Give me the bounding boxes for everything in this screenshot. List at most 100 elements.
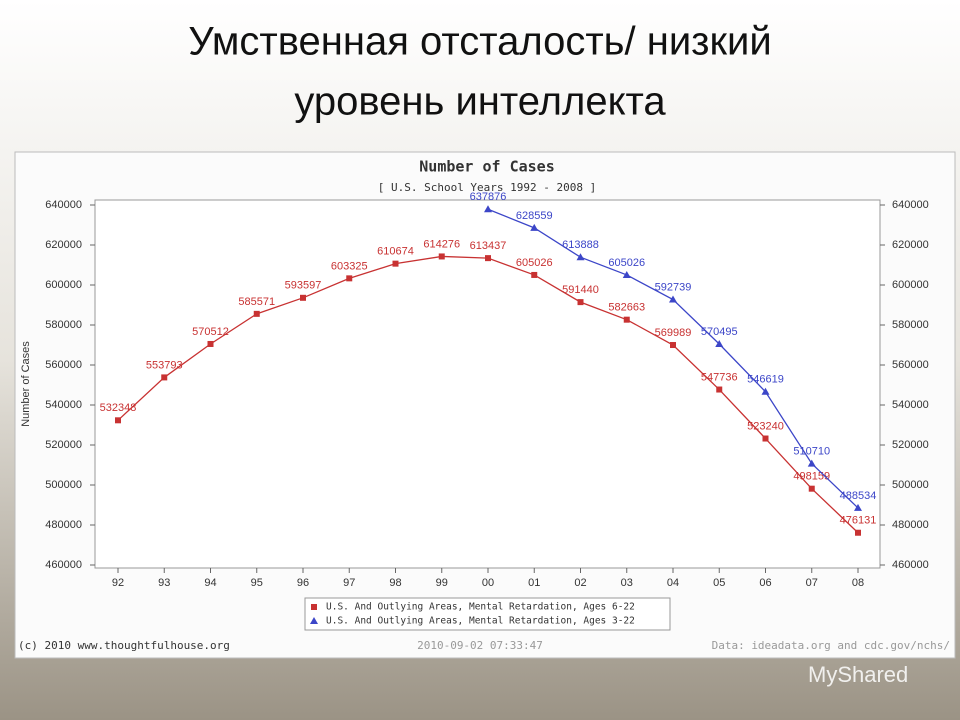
data-label: 593597: [285, 280, 322, 292]
point: [854, 503, 862, 511]
y2-tick-label: 580000: [892, 319, 929, 331]
point: [669, 295, 677, 303]
y-tick-label: 580000: [45, 319, 82, 331]
data-label: 613437: [470, 240, 507, 252]
data-label: 603325: [331, 260, 368, 272]
x-tick-label: 98: [389, 577, 401, 589]
y-tick-label: 560000: [45, 359, 82, 371]
chart-subtitle: [ U.S. School Years 1992 - 2008 ]: [378, 181, 597, 194]
point: [670, 342, 676, 349]
y-axis-label: Number of Cases: [20, 341, 32, 427]
legend-marker: [311, 604, 317, 610]
data-label: 592739: [655, 281, 692, 293]
x-tick-label: 06: [759, 577, 771, 589]
y2-tick-label: 640000: [892, 199, 929, 211]
slide-title: уровень интеллекта: [294, 80, 666, 124]
data-label: 498159: [793, 471, 830, 483]
y-tick-label: 640000: [45, 199, 82, 211]
point: [207, 340, 214, 347]
point: [715, 340, 724, 348]
data-label: 523240: [747, 420, 784, 432]
data-label: 605026: [516, 257, 553, 269]
data-label: 582663: [608, 302, 645, 314]
x-tick-label: 96: [297, 577, 309, 589]
point: [161, 374, 168, 381]
point: [300, 294, 306, 301]
point: [807, 459, 816, 467]
data-label: 610674: [377, 246, 414, 258]
data-label: 628559: [516, 210, 553, 222]
x-tick-label: 08: [852, 577, 864, 589]
y2-tick-label: 620000: [892, 239, 929, 251]
data-label: 570512: [192, 326, 229, 338]
timestamp: 2010-09-02 07:33:47: [417, 639, 543, 652]
x-tick-label: 03: [621, 577, 633, 589]
y2-tick-label: 480000: [892, 519, 929, 531]
point: [530, 223, 539, 231]
point: [485, 255, 491, 262]
x-tick-label: 02: [574, 577, 586, 589]
credit: (c) 2010 www.thoughtfulhouse.org: [18, 639, 230, 652]
point: [762, 435, 769, 442]
plot-area: [94, 199, 881, 569]
point: [484, 205, 492, 213]
point: [855, 529, 861, 536]
point: [438, 253, 445, 260]
watermark: MyShared: [808, 662, 908, 687]
point: [531, 271, 538, 278]
x-tick-label: 99: [436, 577, 448, 589]
slide-title: Умственная отсталость/ низкий: [188, 20, 771, 64]
y2-tick-label: 460000: [892, 559, 929, 571]
point: [115, 417, 121, 424]
legend-label: U.S. And Outlying Areas, Mental Retardat…: [326, 602, 635, 613]
data-label: 591440: [562, 284, 599, 296]
data-label: 488534: [840, 490, 877, 502]
point: [716, 386, 723, 393]
x-tick-label: 05: [713, 577, 725, 589]
chart-title: Number of Cases: [419, 158, 554, 176]
data-label: 547736: [701, 371, 738, 383]
y2-tick-label: 560000: [892, 359, 929, 371]
y-tick-label: 540000: [45, 399, 82, 411]
y2-tick-label: 540000: [892, 399, 929, 411]
x-tick-label: 95: [251, 577, 263, 589]
y2-tick-label: 520000: [892, 439, 929, 451]
data-label: 553793: [146, 359, 183, 371]
x-tick-label: 92: [112, 577, 124, 589]
y-tick-label: 520000: [45, 439, 82, 451]
data-label: 614276: [423, 238, 460, 250]
point: [808, 485, 815, 492]
data-label: 637876: [470, 191, 507, 203]
y2-tick-label: 500000: [892, 479, 929, 491]
data-label: 605026: [608, 257, 645, 269]
x-tick-label: 07: [806, 577, 818, 589]
data-label: 476131: [840, 515, 877, 527]
point: [622, 270, 631, 278]
x-tick-label: 97: [343, 577, 355, 589]
point: [623, 316, 630, 323]
legend-marker: [310, 617, 318, 624]
data-label: 510710: [793, 445, 830, 457]
y-tick-label: 620000: [45, 239, 82, 251]
y-tick-label: 480000: [45, 519, 82, 531]
legend: [304, 597, 671, 631]
y-tick-label: 460000: [45, 559, 82, 571]
point: [253, 310, 260, 317]
data-label: 585571: [238, 296, 275, 308]
legend-label: U.S. And Outlying Areas, Mental Retardat…: [326, 616, 635, 627]
data-label: 569989: [655, 327, 692, 339]
data-label: 532348: [100, 402, 137, 414]
data-label: 546619: [747, 374, 784, 386]
source: Data: ideadata.org and cdc.gov/nchs/: [712, 639, 950, 652]
point: [761, 387, 770, 395]
data-label: 613888: [562, 239, 599, 251]
x-tick-label: 01: [528, 577, 540, 589]
point: [346, 275, 353, 282]
point: [577, 299, 584, 306]
point: [576, 253, 585, 261]
y-tick-label: 600000: [45, 279, 82, 291]
point: [392, 260, 399, 267]
x-tick-label: 93: [158, 577, 170, 589]
y-tick-label: 500000: [45, 479, 82, 491]
